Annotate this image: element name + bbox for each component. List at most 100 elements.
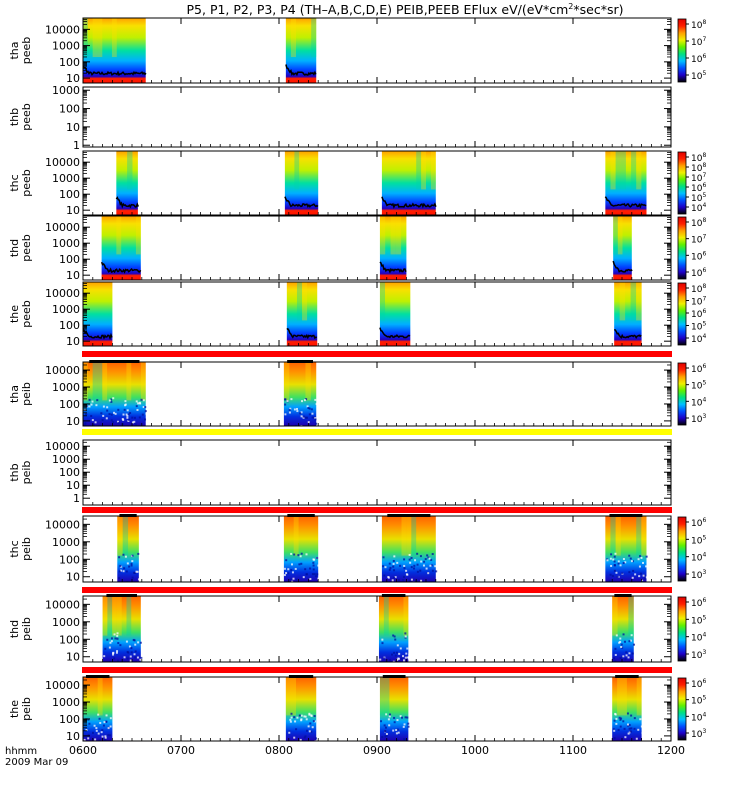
panel-label: thdpeib <box>8 617 33 641</box>
flux-trace <box>286 327 317 340</box>
spectrogram-segment <box>286 282 318 346</box>
y-tick-label: 10000 <box>45 23 80 36</box>
panel-frame <box>82 86 672 148</box>
flux-trace <box>83 327 113 341</box>
x-tick-label: 0800 <box>265 744 293 757</box>
y-tick-label: 1000 <box>52 453 80 466</box>
spectrogram-segment <box>83 362 148 426</box>
colorbar-tick-label: 103 <box>691 728 706 740</box>
colorbar <box>677 151 687 215</box>
colorbar-tick-label: 106 <box>691 678 706 690</box>
panel-label: thapeeb <box>8 37 33 65</box>
colorbar-tick-label: 108 <box>691 217 706 229</box>
spectrogram-panels: 10100100010000thapeeb1051061071081101001… <box>8 17 706 743</box>
colorbar-tick-label: 105 <box>691 534 706 546</box>
colorbar-tick-label: 105 <box>691 380 706 392</box>
spectrogram-segment <box>381 516 438 582</box>
y-tick-label: 10 <box>66 730 80 743</box>
panel-label: thcpeib <box>8 537 33 561</box>
colorbar-tick-label: 107 <box>691 36 706 48</box>
colorbar-tick-label: 106 <box>691 250 706 262</box>
y-tick-label: 1000 <box>52 303 80 316</box>
spectrogram-segment <box>284 151 319 215</box>
plot-title: P5, P1, P2, P3, P4 (TH–A,B,C,D,E) PEIB,P… <box>187 2 624 17</box>
spectrogram-segment <box>612 677 644 741</box>
panel-label: thbpeib <box>8 461 33 485</box>
y-tick-label: 1000 <box>52 381 80 394</box>
colorbar <box>677 596 687 662</box>
spectrogram-segment <box>605 516 648 582</box>
colorbar <box>677 362 687 426</box>
flux-trace <box>379 327 411 339</box>
spectrogram-segment <box>379 216 407 280</box>
panel-frame <box>82 439 672 506</box>
flux-trace <box>284 196 319 208</box>
panel-label: thdpeeb <box>8 234 33 262</box>
plot-title-tail: *sec*sr) <box>573 2 623 17</box>
panel-thd-peib: 10 100 1000 10000 thdpeib 103 104 105 106 <box>8 587 706 664</box>
spectrogram-segment <box>115 151 139 215</box>
y-tick-label: 10 <box>66 651 80 664</box>
mode-bar-tha-peib <box>82 351 672 357</box>
y-tick-label: 100 <box>59 713 80 726</box>
colorbar-tick-label: 104 <box>691 711 706 723</box>
y-tick-label: 1000 <box>52 237 80 250</box>
y-tick-label: 100 <box>59 56 80 69</box>
panel-frame <box>82 515 672 583</box>
y-tick-label: 100 <box>59 553 80 566</box>
spectrogram-segment <box>604 151 647 215</box>
mode-bar-thc-peib <box>82 507 672 513</box>
spectrogram-segment <box>83 18 147 83</box>
flux-trace <box>379 261 407 274</box>
flux-trace <box>612 260 633 273</box>
y-tick-label: 1000 <box>52 84 80 97</box>
spectrogram-segment <box>285 677 317 741</box>
y-tick-label: 10000 <box>45 221 80 234</box>
panel-frame <box>82 595 672 663</box>
y-tick-label: 10000 <box>45 287 80 300</box>
panel-label: thapeib <box>8 382 33 406</box>
panel-frame <box>82 17 672 84</box>
panel-thb-peeb: 1 10 100 1000 thbpeeb <box>8 84 672 152</box>
flux-trace <box>614 329 642 340</box>
y-tick-label: 10 <box>66 269 80 282</box>
panel-tha-peeb: 10 100 1000 10000 thapeeb 105 106 107 108 <box>8 17 706 85</box>
colorbar <box>677 282 687 346</box>
flux-trace <box>285 64 317 77</box>
y-tick-label: 10000 <box>45 518 80 531</box>
colorbar-tick-label: 105 <box>691 695 706 707</box>
x-tick-label: 0600 <box>69 744 97 757</box>
colorbar-tick-label: 108 <box>691 152 706 164</box>
colorbar-tick-label: 104 <box>691 202 706 214</box>
panel-frame <box>82 281 672 347</box>
y-tick-label: 100 <box>59 398 80 411</box>
colorbar <box>677 677 687 741</box>
y-tick-label: 10 <box>66 571 80 584</box>
plot-title-superscript: 2 <box>568 2 573 11</box>
panel-thd-peeb: 10 100 1000 10000 thdpeeb 106 106 107 108 <box>8 215 706 282</box>
colorbar-tick-label: 104 <box>691 333 706 345</box>
y-tick-label: 10000 <box>45 440 80 453</box>
colorbar-tick-label: 105 <box>691 192 706 204</box>
panel-the-peib: 10 100 1000 10000 thepeib 103 104 105 106 <box>8 667 706 743</box>
panel-label: thbpeeb <box>8 103 33 131</box>
spectrogram-segment <box>614 282 642 346</box>
date-label: 2009 Mar 09 <box>5 757 68 768</box>
colorbar-tick-label: 106 <box>691 597 706 609</box>
colorbar-tick-label: 108 <box>691 19 706 31</box>
mode-bar-thd-peib <box>82 587 672 593</box>
y-tick-label: 100 <box>59 103 80 116</box>
panel-label: thcpeeb <box>8 169 33 197</box>
y-tick-label: 10000 <box>45 679 80 692</box>
panel-frame <box>82 676 672 742</box>
colorbar-tick-label: 104 <box>691 632 706 644</box>
colorbar-tick-label: 106 <box>691 53 706 65</box>
colorbar-tick-label: 106 <box>691 182 706 194</box>
panel-thc-peib: 10 100 1000 10000 thcpeib 103 104 105 106 <box>8 507 706 584</box>
y-tick-label: 1 <box>73 492 80 505</box>
mode-bar-the-peib <box>82 667 672 673</box>
colorbar-tick-label: 107 <box>691 172 706 184</box>
